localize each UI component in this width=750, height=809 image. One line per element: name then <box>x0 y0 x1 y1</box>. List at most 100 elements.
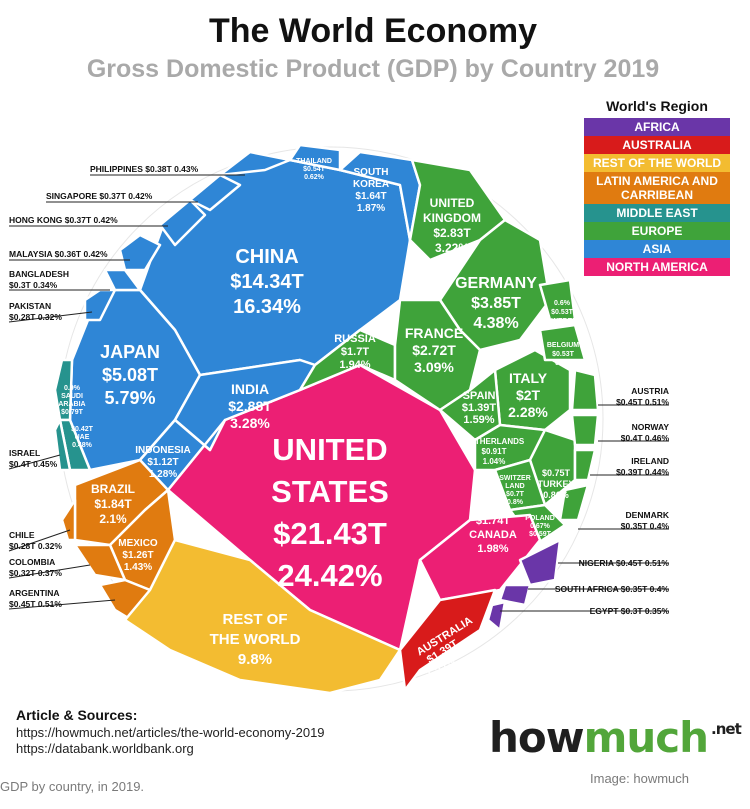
cell-nigeria <box>518 538 562 587</box>
label-india-line: INDIA <box>231 381 269 397</box>
cell-spain <box>438 368 502 442</box>
callout-label-2: HONG KONG $0.37T 0.42% <box>9 215 118 225</box>
label-switzerland-line: $0.7T <box>506 491 525 498</box>
callout-label-13: DENMARK $0.35T 0.4% <box>621 510 670 531</box>
label-netherlands-line: $0.91T <box>482 447 507 456</box>
cell-israel <box>53 418 72 472</box>
callout-line <box>8 529 71 552</box>
callout-text: NIGERIA $0.45T 0.51% <box>579 558 670 568</box>
label-united-kingdom-line: KINGDOM <box>423 211 481 225</box>
label-rest-of-the-world: REST OF THE WORLD 9.8% <box>210 611 301 668</box>
label-saudi-arabia-line: 0.9% <box>64 385 81 392</box>
label-poland-line: 0.67% <box>530 523 551 530</box>
label-thailand-line: 0.62% <box>304 174 325 181</box>
label-canada-line: $1.74T <box>476 515 511 527</box>
legend-item-asia: ASIA <box>584 240 730 258</box>
callout-line <box>8 454 61 470</box>
callout-label-7: CHILE $0.28T 0.32% <box>9 530 62 551</box>
callout-text: $0.35T 0.4% <box>621 521 670 531</box>
label-france: FRANCE $2.72T 3.09% <box>405 325 463 375</box>
label-turkey-line: $0.75T <box>542 468 571 478</box>
callout-label-9: ARGENTINA $0.45T 0.51% <box>9 588 62 609</box>
label-india-line: $2.88T <box>228 398 272 414</box>
label-saudi-arabia-line: SAUDI <box>61 393 83 400</box>
label-sweden-line: $0.53T <box>551 309 574 316</box>
label-brazil-line: $1.84T <box>94 497 132 511</box>
callout-text: ARGENTINA <box>9 588 60 598</box>
callout-text: DENMARK <box>626 510 670 520</box>
cell-hong-kong <box>158 198 207 247</box>
label-turkey-line: TURKEY <box>537 479 574 489</box>
chart-title: The World Economy <box>208 12 538 50</box>
label-sweden: 0.6% $0.53T SWEDEN <box>547 300 578 325</box>
cell-denmark <box>558 483 590 522</box>
label-rest-of-the-world-line: 9.8% <box>238 651 272 668</box>
callout-text: $0.45T 0.51% <box>616 397 669 407</box>
label-saudi-arabia-line: $0.79T <box>61 409 84 416</box>
label-belgium: BELGIUM $0.53T 0.6% <box>547 342 579 367</box>
label-canada-line: CANADA <box>469 529 517 541</box>
cell-bangladesh <box>103 268 142 292</box>
label-italy-line: ITALY <box>509 370 548 386</box>
label-united-states-line: $21.43T <box>273 516 387 551</box>
label-united-states-line: STATES <box>271 474 389 509</box>
legend-item-north-america: NORTH AMERICA <box>584 258 730 276</box>
callout-text: SOUTH AFRICA $0.35T 0.4% <box>555 584 670 594</box>
callout-text: $0.28T 0.32% <box>9 541 62 551</box>
label-netherlands-line: 1.04% <box>483 457 506 466</box>
label-turkey: $0.75T TURKEY 0.86% <box>537 468 574 500</box>
label-russia-line: RUSSIA <box>334 333 376 345</box>
logo-how: how <box>489 713 585 762</box>
label-belgium-line: 0.6% <box>555 360 572 367</box>
label-united-kingdom-line: $2.83T <box>433 226 471 240</box>
callout-label-10: AUSTRIA $0.45T 0.51% <box>616 386 669 407</box>
label-netherlands: NETHERLANDS $0.91T 1.04% <box>464 437 525 466</box>
callout-text: HONG KONG $0.37T 0.42% <box>9 215 118 225</box>
label-spain-line: 1.59% <box>463 414 494 426</box>
callout-label-14: NIGERIA $0.45T 0.51% <box>579 558 670 568</box>
callout-text: $0.3T 0.34% <box>9 280 58 290</box>
label-south-korea-line: 1.87% <box>357 203 385 214</box>
cell-australia <box>398 588 497 692</box>
label-thailand: THAILAND $0.54T 0.62% <box>296 158 332 181</box>
cell-egypt <box>486 600 507 632</box>
callout-text: EGYPT $0.3T 0.35% <box>590 606 670 616</box>
label-spain-line: SPAIN <box>463 390 496 402</box>
label-italy-line: $2T <box>516 387 541 403</box>
logo-much: much <box>583 713 709 762</box>
legend-item-africa: AFRICA <box>584 118 730 136</box>
legend-item-rest-of-the-world: REST OF THE WORLD <box>584 154 730 172</box>
label-indonesia: INDONESIA $1.12T 1.28% <box>135 445 191 480</box>
image-caption: GDP by country, in 2019. <box>0 779 145 794</box>
cell-philippines <box>218 150 292 177</box>
cell-united-kingdom <box>408 158 507 262</box>
cell-thailand <box>288 143 342 172</box>
label-switzerland-line: 0.8% <box>507 499 524 506</box>
label-switzerland-line: SWITZER <box>499 475 531 482</box>
label-russia-line: 1.94% <box>339 359 370 371</box>
source-link-article[interactable]: https://howmuch.net/articles/the-world-e… <box>16 725 325 740</box>
label-mexico-line: 1.43% <box>124 562 152 573</box>
label-italy-line: 2.28% <box>508 404 548 420</box>
cell-austria <box>570 368 600 412</box>
label-united-kingdom-line: 3.22% <box>435 241 469 255</box>
callout-line <box>8 599 116 610</box>
label-united-kingdom: UNITED KINGDOM $2.83T 3.22% <box>423 196 481 255</box>
sources-title: Article & Sources: <box>16 707 138 723</box>
label-netherlands-line: NETHERLANDS <box>464 437 525 446</box>
callout-text: COLOMBIA <box>9 557 55 567</box>
source-link-worldbank[interactable]: https://databank.worldbank.org <box>16 741 194 756</box>
sources: Article & Sources: https://howmuch.net/a… <box>16 707 325 757</box>
label-uae-line: UAE <box>75 434 90 441</box>
label-spain: SPAIN $1.39T 1.59% <box>462 390 497 426</box>
label-turkey-line: 0.86% <box>543 490 569 500</box>
chart-subtitle: Gross Domestic Product (GDP) by Country … <box>86 55 660 83</box>
label-uae: $0.42T UAE 0.48% <box>71 426 94 449</box>
image-credit: Image: howmuch <box>590 771 689 786</box>
label-mexico-line: MEXICO <box>118 538 158 549</box>
label-japan-line: $5.08T <box>102 365 158 385</box>
label-rest-of-the-world-line: THE WORLD <box>210 631 301 648</box>
label-thailand-line: THAILAND <box>296 158 332 165</box>
label-saudi-arabia-line: ARABIA <box>58 401 85 408</box>
